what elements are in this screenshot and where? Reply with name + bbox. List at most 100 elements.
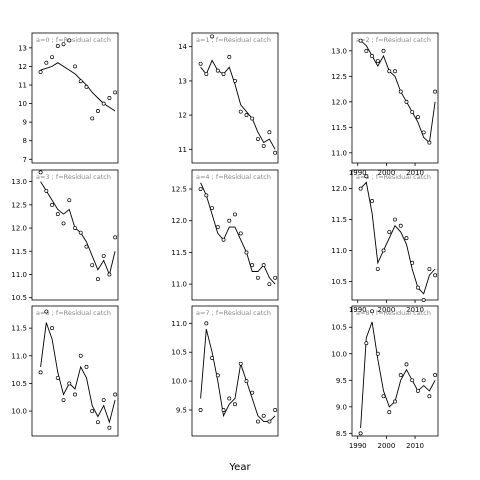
y-tick-label: 11.0	[11, 271, 27, 279]
observed-point	[44, 188, 49, 193]
y-tick-label: 10.0	[331, 350, 347, 358]
observed-point	[255, 275, 260, 280]
x-tick-label: 1990	[349, 442, 367, 450]
observed-point	[238, 231, 243, 236]
observed-point	[261, 143, 266, 148]
observed-point	[107, 272, 112, 277]
observed-point	[204, 321, 209, 326]
observed-point	[78, 353, 83, 358]
observed-point	[433, 373, 438, 377]
observed-point	[261, 263, 266, 268]
y-tick-label: 12.0	[331, 185, 347, 193]
observed-point	[381, 48, 386, 53]
observed-point	[244, 379, 249, 384]
panel-frame	[351, 305, 439, 437]
observed-point	[95, 277, 100, 282]
y-tick-label: 10.5	[331, 324, 347, 332]
x-tick-label: 2000	[377, 169, 395, 177]
panel-label: a=8 ; f=Residual catch	[356, 309, 431, 317]
observed-point	[84, 84, 89, 89]
observed-point	[95, 420, 100, 425]
y-tick-label: 9.0	[336, 403, 347, 411]
x-tick-label: 2000	[377, 306, 395, 314]
observed-point	[107, 96, 112, 100]
observed-point	[415, 285, 420, 290]
observed-point	[84, 244, 89, 249]
observed-point	[358, 38, 363, 43]
panel-frame	[31, 305, 119, 437]
observed-point	[38, 70, 43, 74]
panels: a=0 ; f=Residual catch 7 8 9 10 11 12 13 a=3 ; f…	[11, 32, 439, 450]
observed-point	[404, 362, 409, 367]
observed-point	[233, 212, 237, 217]
observed-point	[227, 396, 232, 401]
y-tick-label: 11.0	[171, 281, 187, 289]
y-tick-label: 12.5	[331, 73, 347, 81]
observed-point	[210, 206, 215, 210]
observed-point	[273, 408, 278, 412]
observed-point	[387, 229, 392, 234]
observed-point	[427, 267, 432, 271]
y-tick-label: 12	[178, 112, 187, 120]
observed-point	[273, 150, 278, 155]
observed-point	[410, 260, 415, 265]
observed-point	[370, 199, 375, 203]
panel-frame	[351, 169, 439, 301]
observed-point	[221, 72, 226, 77]
fitted-line	[40, 181, 116, 276]
observed-point	[393, 69, 397, 74]
observed-point	[375, 351, 380, 356]
y-tick-label: 11.5	[11, 325, 27, 333]
y-tick-label: 11.0	[331, 247, 347, 255]
observed-point	[233, 78, 237, 83]
panel-frame	[191, 32, 279, 164]
y-tick-label: 12.5	[171, 186, 187, 194]
y-tick-label: 11.0	[171, 320, 187, 328]
y-tick-label: 9.5	[336, 377, 347, 385]
y-tick-label: 11.5	[11, 248, 27, 256]
observed-point	[90, 263, 95, 268]
observed-point	[61, 221, 66, 226]
panel-label: a=0 ; f=Residual catch	[36, 36, 111, 44]
y-tick-label: 11.5	[331, 124, 347, 132]
observed-point	[90, 116, 95, 121]
observed-point	[410, 110, 415, 114]
y-tick-label: 9	[23, 119, 27, 127]
observed-point	[238, 361, 243, 366]
y-tick-label: 14	[178, 43, 187, 51]
observed-point	[375, 267, 380, 271]
observed-point	[44, 60, 49, 65]
observed-point	[215, 373, 220, 378]
y-tick-label: 12.0	[11, 225, 27, 233]
observed-point	[261, 413, 266, 418]
y-tick-label: 13	[178, 77, 187, 85]
chart-panel: a=5 ; f=Residual catch10.511.011.512.019…	[331, 169, 439, 314]
panel-label: a=5 ; f=Residual catch	[356, 173, 431, 181]
observed-point	[38, 370, 43, 375]
y-tick-label: 11	[18, 82, 27, 90]
observed-point	[221, 408, 226, 412]
panel-label: a=2 ; f=Residual catch	[356, 36, 431, 44]
chart-panel: a=4 ; f=Residual catch 11.0 11.5 12.0 12.5	[171, 169, 279, 301]
observed-point	[404, 236, 409, 241]
observed-point	[101, 101, 106, 106]
observed-point	[227, 54, 232, 59]
fitted-line	[200, 182, 276, 285]
y-tick-label: 8	[23, 137, 27, 145]
observed-point	[55, 375, 60, 380]
chart-panel: a=7 ; f=Residual catch 9.5 10.0 10.5 11.0	[171, 305, 279, 437]
panel-frame	[31, 32, 119, 164]
observed-point	[90, 409, 95, 414]
observed-point	[415, 388, 420, 393]
panel-frame	[191, 169, 279, 301]
observed-point	[267, 130, 272, 135]
observed-point	[381, 248, 386, 253]
observed-point	[364, 48, 369, 53]
observed-point	[198, 61, 203, 66]
observed-point	[204, 193, 209, 198]
observed-point	[55, 212, 60, 217]
fitted-line	[360, 321, 436, 429]
observed-point	[73, 64, 77, 69]
observed-point	[267, 282, 272, 287]
